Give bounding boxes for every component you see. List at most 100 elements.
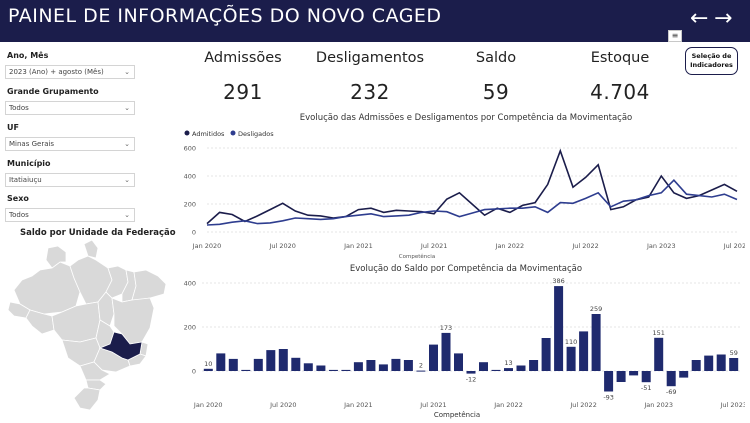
bar[interactable] (654, 337, 664, 371)
bar[interactable] (579, 331, 589, 371)
data-label: 259 (590, 305, 602, 313)
bar[interactable] (203, 368, 213, 371)
bar[interactable] (704, 355, 714, 371)
x-axis-label: Competência (399, 253, 435, 260)
bar[interactable] (241, 369, 251, 371)
bar[interactable] (729, 358, 739, 371)
filter-dropdown-sexo[interactable]: Todos ⌄ (5, 208, 135, 222)
legend-label[interactable]: Desligados (238, 130, 274, 138)
bar[interactable] (504, 368, 513, 371)
bar[interactable] (566, 346, 576, 371)
bar[interactable] (616, 371, 626, 382)
bar[interactable] (691, 360, 701, 371)
bar[interactable] (479, 362, 488, 371)
state-mg-highlight[interactable] (98, 331, 143, 361)
bar[interactable] (466, 371, 476, 374)
line-chart-title: Evolução das Admissões e Desligamentos p… (299, 113, 633, 123)
x-tick-label: Jul 2021 (420, 242, 447, 250)
y-tick-label: 200 (184, 324, 196, 332)
bar[interactable] (253, 358, 263, 371)
data-label: 110 (565, 338, 577, 346)
bar-chart[interactable]: 0 200 400 10 2 173 -12 13 386 110 259 -93 -51 151 -69 5… (180, 275, 745, 420)
bar[interactable] (666, 371, 676, 387)
back-arrow-icon[interactable]: ← (690, 6, 709, 31)
bar[interactable] (591, 314, 601, 371)
state-ro[interactable] (25, 309, 55, 335)
bar[interactable] (716, 354, 726, 372)
map-title: Saldo por Unidade da Federação (20, 228, 176, 238)
line-chart[interactable]: Admitidos Desligados 0 200 400 600 Jan 2020 Jul… (180, 124, 745, 264)
bar[interactable] (353, 362, 363, 371)
bar[interactable] (216, 353, 226, 371)
x-tick-label: Jan 2021 (343, 401, 373, 409)
bar[interactable] (341, 369, 351, 371)
bar[interactable] (303, 363, 313, 371)
bar[interactable] (641, 371, 651, 383)
bar[interactable] (403, 360, 413, 371)
filter-value: Todos (9, 104, 29, 112)
state-rs[interactable] (73, 387, 101, 411)
forward-arrow-icon[interactable]: → (714, 6, 733, 31)
state-sc[interactable] (85, 379, 107, 391)
bar[interactable] (378, 364, 388, 371)
state-rr[interactable] (45, 245, 67, 269)
bar[interactable] (454, 353, 463, 371)
series-line[interactable] (206, 148, 738, 225)
y-tick-label: 0 (192, 368, 196, 376)
x-tick-label: Jan 2020 (193, 401, 223, 409)
kpi-admissoes-label: Admissões (204, 50, 282, 66)
bar[interactable] (278, 349, 288, 371)
bar[interactable] (516, 365, 526, 372)
state-ap[interactable] (83, 240, 99, 259)
selection-button-line2: Indicadores (690, 61, 733, 69)
bar[interactable] (391, 358, 401, 371)
y-tick-label: 600 (184, 145, 196, 153)
selection-button-line1: Seleção de (691, 52, 732, 60)
bar[interactable] (228, 358, 238, 371)
bar[interactable] (291, 357, 301, 371)
bar[interactable] (529, 360, 539, 371)
bar[interactable] (266, 350, 276, 371)
filter-icon[interactable]: ≡ (668, 30, 682, 42)
bar[interactable] (416, 370, 426, 372)
bar[interactable] (316, 365, 326, 372)
legend-marker (230, 130, 236, 136)
x-tick-label: Jan 2023 (643, 401, 673, 409)
filter-dropdown-uf[interactable]: Minas Gerais ⌄ (5, 137, 135, 151)
page-title: PAINEL DE INFORMAÇÕES DO NOVO CAGED (8, 5, 442, 27)
chevron-down-icon: ⌄ (124, 68, 130, 76)
bar[interactable] (429, 344, 438, 371)
state-ba[interactable] (111, 297, 155, 345)
legend-label[interactable]: Admitidos (192, 130, 225, 138)
state-nordeste[interactable] (131, 269, 167, 301)
kpi-desligamentos-value: 232 (350, 80, 390, 104)
x-tick-label: Jan 2023 (646, 242, 676, 250)
bar[interactable] (541, 338, 551, 371)
data-label: 173 (440, 324, 452, 332)
data-label: -69 (666, 388, 677, 396)
indicator-selection-button[interactable]: Seleção de Indicadores (685, 47, 738, 75)
data-label: 151 (652, 329, 664, 337)
bar[interactable] (629, 371, 639, 376)
data-label: 13 (504, 359, 512, 367)
brazil-map[interactable] (0, 240, 180, 415)
bar[interactable] (604, 371, 614, 392)
bar[interactable] (491, 369, 501, 371)
kpi-saldo-label: Saldo (475, 50, 517, 66)
bar[interactable] (366, 360, 376, 371)
filter-label-uf: UF (7, 123, 19, 132)
bar[interactable] (328, 369, 338, 371)
filter-value: Todos (9, 211, 29, 219)
bar[interactable] (679, 371, 689, 378)
filter-dropdown-grande-grupamento[interactable]: Todos ⌄ (5, 101, 135, 115)
kpi-estoque-value: 4.704 (590, 80, 650, 104)
x-tick-label: Jul 2021 (419, 401, 446, 409)
filter-dropdown-municipio[interactable]: Itatiaiuçu ⌄ (5, 173, 135, 187)
y-tick-label: 200 (184, 201, 196, 209)
filter-dropdown-ano-mes[interactable]: 2023 (Ano) + agosto (Mês) ⌄ (5, 65, 135, 79)
bar[interactable] (441, 332, 451, 371)
bar[interactable] (554, 286, 564, 371)
series-line[interactable] (206, 179, 738, 226)
filter-label-ano-mes: Ano, Mês (7, 51, 49, 60)
x-tick-label: Jan 2020 (192, 242, 222, 250)
